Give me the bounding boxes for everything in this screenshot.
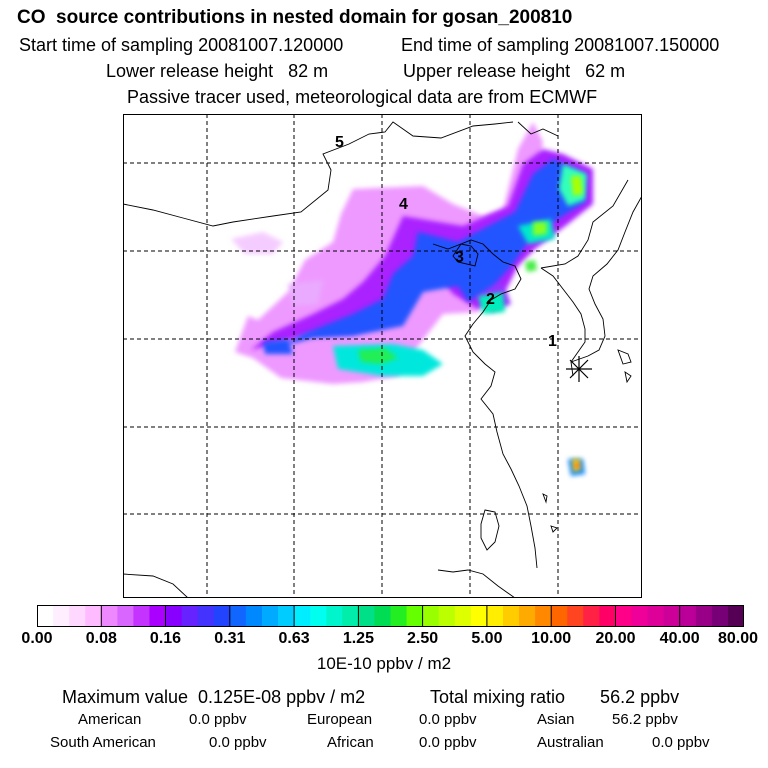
colorbar-tick-label: 0.08 bbox=[85, 630, 117, 647]
colorbar-cell bbox=[486, 605, 504, 627]
colorbar-tick-label: 1.25 bbox=[342, 630, 374, 647]
region-asian-value: 56.2 ppbv bbox=[612, 711, 678, 728]
colorbar-cell bbox=[245, 605, 263, 627]
upper-release-label: Upper release height 62 m bbox=[403, 61, 626, 81]
colorbar-cell bbox=[53, 605, 70, 627]
colorbar-tick-label: 20.00 bbox=[595, 630, 636, 647]
colorbar-cell bbox=[711, 605, 729, 627]
colorbar-cell bbox=[101, 605, 118, 627]
colorbar-cell bbox=[326, 605, 343, 627]
end-time-label: End time of sampling 20081007.150000 bbox=[401, 35, 720, 55]
colorbar-tick-label: 5.00 bbox=[471, 630, 503, 647]
colorbar-cell bbox=[278, 605, 295, 627]
graticule bbox=[123, 114, 642, 598]
colorbar-cell bbox=[519, 605, 536, 627]
region-european-label: European bbox=[307, 711, 373, 728]
colorbar-cell bbox=[502, 605, 520, 627]
colorbar-cell bbox=[197, 605, 215, 627]
colorbar-cell bbox=[567, 605, 584, 627]
colorbar-cell bbox=[422, 605, 440, 627]
colorbar-cell bbox=[727, 605, 744, 627]
colorbar-frame bbox=[37, 605, 744, 627]
colorbar-cell bbox=[390, 605, 408, 627]
colorbar-cell bbox=[374, 605, 392, 627]
lower-release-label: Lower release height 82 m bbox=[106, 61, 329, 81]
colorbar-tick-label: 2.50 bbox=[407, 630, 439, 647]
colorbar-cell bbox=[679, 605, 697, 627]
colorbar-tick-label: 40.00 bbox=[659, 630, 700, 647]
region-american-value: 0.0 ppbv bbox=[189, 711, 247, 728]
region-european-value: 0.0 ppbv bbox=[419, 711, 477, 728]
region-south-american-value: 0.0 ppbv bbox=[209, 734, 267, 751]
colorbar-cell bbox=[133, 605, 151, 627]
colorbar-cell bbox=[695, 605, 713, 627]
trajectory-label-2: 2 bbox=[486, 291, 495, 308]
colorbar-cell bbox=[261, 605, 279, 627]
map-frame bbox=[123, 114, 642, 598]
region-asian-label: Asian bbox=[537, 711, 575, 728]
colorbar-cell bbox=[615, 605, 633, 627]
colorbar-tick-label: 80.00 bbox=[717, 630, 759, 647]
trajectory-label-3: 3 bbox=[455, 249, 464, 266]
colorbar-tick-label: 0.31 bbox=[214, 630, 246, 647]
region-australian-value: 0.0 ppbv bbox=[652, 734, 710, 751]
colorbar-cell bbox=[406, 605, 424, 627]
colorbar-cell bbox=[229, 605, 247, 627]
receptor-asterisk-marker bbox=[566, 356, 592, 382]
start-time-label: Start time of sampling 20081007.120000 bbox=[19, 35, 344, 55]
region-african-label: African bbox=[327, 734, 374, 751]
colorbar-cell bbox=[535, 605, 552, 627]
maximum-value-label: Maximum value 0.125E-08 ppbv / m2 bbox=[62, 687, 366, 707]
colorbar-tick-label: 0.63 bbox=[278, 630, 310, 647]
total-mixing-ratio-label: Total mixing ratio 56.2 ppbv bbox=[430, 687, 680, 707]
trajectory-label-5: 5 bbox=[335, 134, 344, 151]
coastlines bbox=[123, 121, 642, 598]
plume-layer-green bbox=[358, 176, 583, 472]
colorbar-cell bbox=[342, 605, 359, 627]
colorbar-cell bbox=[117, 605, 135, 627]
colorbar-cell bbox=[470, 605, 488, 627]
tracer-note: Passive tracer used, meteorological data… bbox=[127, 87, 598, 107]
colorbar-tick-label: 10.00 bbox=[531, 630, 572, 647]
region-african-value: 0.0 ppbv bbox=[419, 734, 477, 751]
colorbar-cell bbox=[583, 605, 600, 627]
colorbar-tick-label: 0.16 bbox=[149, 630, 182, 647]
colorbar-cell bbox=[85, 605, 102, 627]
colorbar-cell bbox=[69, 605, 86, 627]
colorbar-cell bbox=[551, 605, 568, 627]
colorbar-cell bbox=[599, 605, 617, 627]
trajectory-label-4: 4 bbox=[399, 196, 408, 213]
source-contribution-map: 1 2 3 4 5 bbox=[123, 114, 642, 598]
colorbar-cell bbox=[149, 605, 167, 627]
region-australian-label: Australian bbox=[537, 734, 604, 751]
colorbar-cell bbox=[454, 605, 472, 627]
colorbar-unit-label: 10E-10 ppbv / m2 bbox=[316, 654, 452, 673]
colorbar-cell bbox=[37, 605, 54, 627]
colorbar bbox=[37, 605, 744, 627]
colorbar-cell bbox=[294, 605, 311, 627]
colorbar-cell bbox=[181, 605, 199, 627]
page-title: CO source contributions in nested domain… bbox=[17, 7, 573, 28]
colorbar-cell bbox=[165, 605, 183, 627]
trajectory-label-1: 1 bbox=[548, 333, 557, 350]
colorbar-cell bbox=[358, 605, 376, 627]
colorbar-cell bbox=[213, 605, 231, 627]
colorbar-cell bbox=[438, 605, 456, 627]
colorbar-cell bbox=[663, 605, 681, 627]
region-american-label: American bbox=[78, 711, 142, 728]
colorbar-cell bbox=[631, 605, 649, 627]
colorbar-tick-label: 0.00 bbox=[21, 630, 53, 647]
colorbar-cell bbox=[647, 605, 665, 627]
region-south-american-label: South American bbox=[50, 734, 156, 751]
colorbar-cell bbox=[310, 605, 327, 627]
